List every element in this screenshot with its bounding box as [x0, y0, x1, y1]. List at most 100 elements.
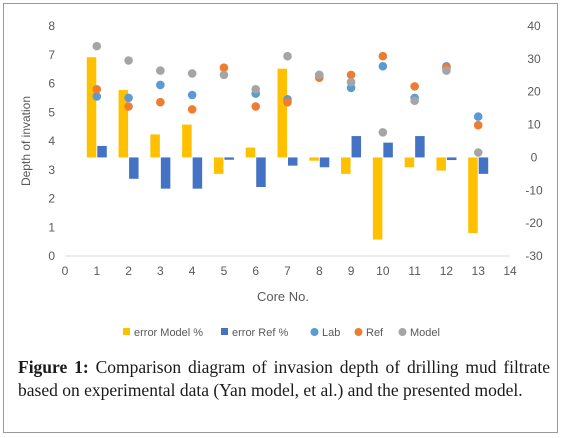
legend-model: Model: [398, 327, 440, 339]
legend-error-ref: error Ref %: [221, 327, 288, 339]
legend-lab-swatch: [310, 328, 319, 336]
bar-error-ref: [415, 136, 425, 158]
point-model: [410, 96, 419, 106]
y-left-tick-label: 2: [48, 192, 55, 206]
legend-error-ref-label: error Ref %: [232, 327, 288, 339]
bar-error-model: [118, 90, 129, 158]
x-tick-label: 12: [440, 264, 454, 278]
chart-legend: error Model % error Ref % Lab Ref Model: [123, 327, 440, 339]
point-lab: [378, 61, 388, 71]
x-axis-label: Core No.: [257, 289, 309, 304]
x-tick-label: 9: [348, 264, 355, 278]
y-right-tick-label: 10: [527, 118, 541, 132]
bar-error-ref: [97, 145, 107, 158]
x-tick-label: 3: [157, 264, 164, 278]
bar-error-ref: [160, 157, 171, 189]
point-ref: [92, 84, 102, 94]
legend-error-model: error Model %: [123, 327, 203, 339]
bar-error-ref: [351, 136, 362, 158]
figure-caption: Figure 1: Comparison diagram of invasion…: [18, 356, 550, 402]
bar-error-model: [213, 157, 224, 174]
bar-error-model: [86, 57, 97, 158]
point-lab: [473, 112, 483, 121]
point-ref: [251, 102, 261, 111]
point-lab: [92, 92, 102, 101]
point-model: [314, 70, 324, 80]
point-ref: [410, 82, 419, 91]
y-left-tick-label: 8: [48, 19, 55, 33]
bar-error-ref: [446, 157, 457, 161]
legend-error-ref-swatch: [221, 328, 228, 335]
y-left-tick-label: 3: [48, 163, 55, 177]
x-tick-label: 13: [472, 264, 486, 278]
figure-frame: 0 1 2 3 4 5 6 7 8 9 10 11 12 13 14 0 1 2 3 4 5 6 7 8 -30 -20 -10 0 1…: [3, 3, 558, 433]
caption-text: Comparison diagram of invasion depth of …: [18, 357, 550, 400]
x-tick-label: 1: [93, 264, 100, 278]
point-model: [346, 77, 356, 87]
point-model: [219, 70, 229, 80]
point-lab: [187, 90, 197, 100]
y-left-tick-label: 1: [48, 220, 55, 234]
point-model: [473, 148, 483, 157]
point-lab: [156, 80, 165, 90]
point-ref: [219, 63, 229, 72]
bar-error-model: [436, 157, 446, 171]
x-tick-label: 7: [284, 264, 291, 278]
point-model: [442, 66, 451, 75]
point-model: [156, 66, 165, 75]
y-right-tick-label: 30: [527, 52, 541, 66]
bar-error-ref: [478, 157, 489, 174]
point-ref: [378, 51, 388, 61]
point-model: [283, 51, 292, 61]
y-left-tick-label: 6: [48, 77, 55, 91]
point-ref: [187, 105, 197, 114]
point-marks: [92, 41, 483, 157]
y-axis-label-left: Depth of invation: [19, 96, 33, 186]
bar-error-ref: [224, 157, 234, 160]
point-ref: [346, 70, 356, 80]
legend-ref: Ref: [354, 327, 384, 339]
legend-error-model-swatch: [123, 328, 130, 335]
x-tick-label: 5: [221, 264, 228, 278]
bar-marks: [86, 57, 489, 240]
bar-error-ref: [319, 157, 330, 168]
y-right-tick-label: -20: [525, 216, 543, 230]
legend-ref-swatch: [354, 328, 363, 336]
x-tick-label: 11: [408, 264, 421, 278]
bar-error-ref: [129, 157, 139, 179]
legend-lab-label: Lab: [322, 327, 340, 339]
point-ref: [473, 120, 483, 130]
bar-error-ref: [288, 157, 298, 166]
y-right-tick-label: 20: [527, 85, 541, 99]
y-right-tick-label: 40: [527, 19, 541, 33]
y-left-tick-label: 5: [48, 105, 55, 119]
x-tick-label: 6: [252, 264, 259, 278]
bar-error-model: [341, 157, 351, 174]
bar-error-model: [150, 134, 160, 158]
bar-error-model: [277, 68, 287, 158]
x-tick-label: 0: [62, 264, 69, 278]
legend-lab: Lab: [310, 327, 340, 339]
point-model: [92, 41, 102, 51]
x-tick-label: 14: [503, 264, 517, 278]
invasion-depth-chart: 0 1 2 3 4 5 6 7 8 9 10 11 12 13 14012345678-30-20-1001…: [19, 19, 543, 339]
point-ref: [124, 102, 133, 111]
y-right-tick-label: -10: [525, 183, 543, 197]
point-model: [187, 69, 197, 78]
x-tick-label: 2: [125, 264, 132, 278]
point-model: [251, 84, 261, 94]
point-model: [378, 128, 388, 137]
y-left-tick-label: 0: [48, 249, 55, 263]
legend-model-swatch: [398, 328, 407, 336]
y-right-tick-label: -30: [525, 249, 543, 263]
y-left-tick-label: 7: [48, 48, 55, 62]
x-tick-label: 8: [316, 264, 323, 278]
y-left-tick-label: 4: [48, 134, 55, 148]
x-tick-label: 10: [376, 264, 390, 278]
bar-error-model: [468, 157, 478, 233]
x-tick-label: 4: [189, 264, 196, 278]
bar-error-ref: [256, 157, 266, 187]
bar-error-ref: [192, 157, 203, 189]
bar-error-model: [309, 157, 319, 161]
bar-error-ref: [383, 142, 393, 158]
